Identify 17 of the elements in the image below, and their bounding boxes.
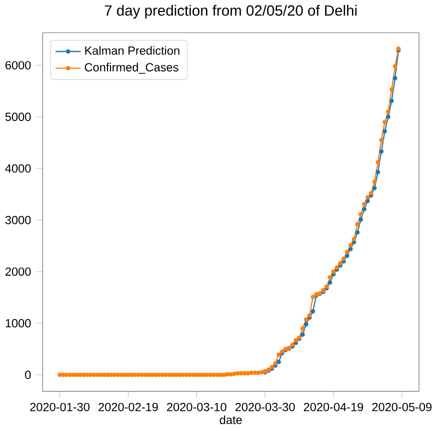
x-tick-label: 2020-05-09 [372,402,432,412]
x-tick-label: 2020-01-30 [30,402,90,412]
x-tick-label: 2020-03-10 [167,402,226,412]
legend-label: Kalman Prediction [85,46,180,55]
x-axis-title: date [220,415,242,424]
x-tick-label: 2020-02-19 [98,402,158,412]
y-tick-label: 0 [25,370,31,379]
legend-label: Confirmed_Cases [84,62,178,74]
y-tick-label: 3000 [5,216,31,224]
y-tick-label: 4000 [5,164,31,173]
y-tick-label: 5000 [5,112,31,122]
x-tick-label: 2020-03-30 [235,402,295,412]
x-tick-label: 2020-04-19 [304,402,364,412]
chart-title: 7 day prediction from 02/05/20 of Delhi [104,4,357,19]
y-tick-label: 6000 [6,61,31,70]
y-tick-label: 1000 [6,319,31,328]
y-tick-label: 2000 [6,267,31,276]
